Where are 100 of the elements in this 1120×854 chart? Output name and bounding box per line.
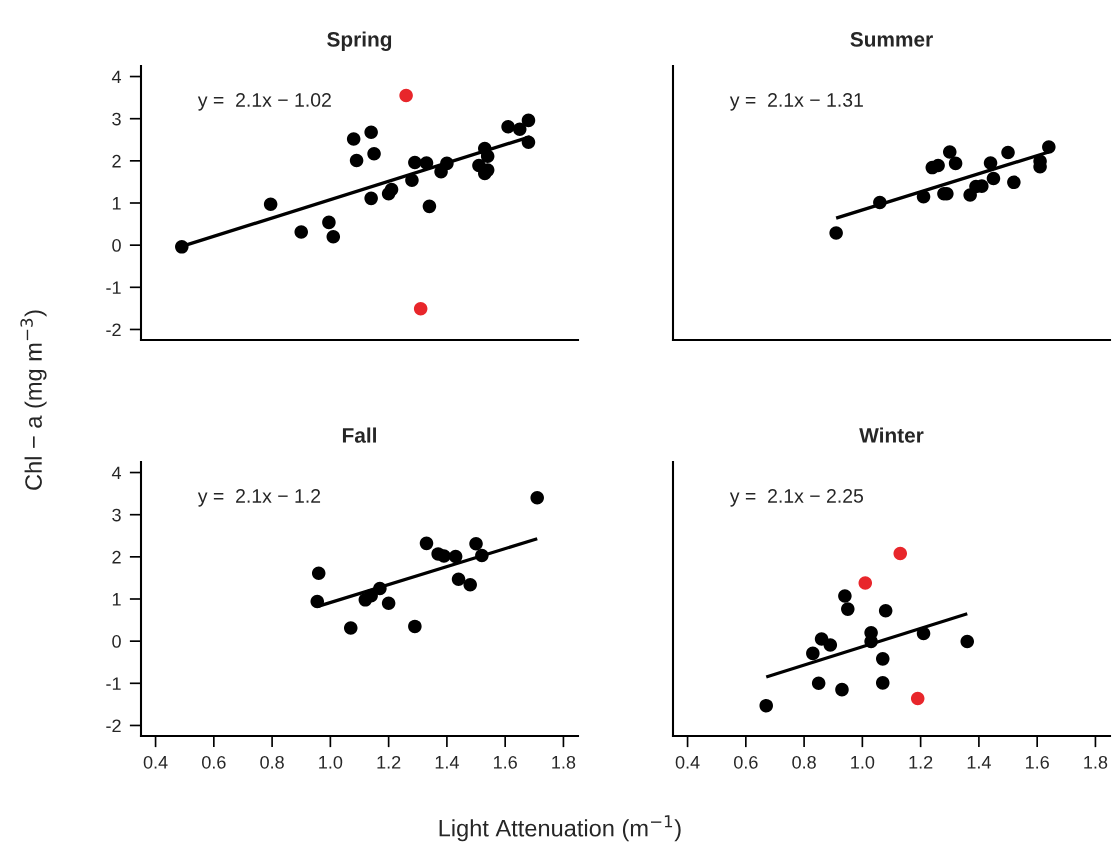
annotation: y = 2.1x − 2.25 [729, 489, 864, 507]
y-tick-label: 0 [112, 239, 121, 252]
point [419, 536, 434, 551]
x-axis-title: Light Attenuation (m$^{−1}$) [439, 815, 681, 842]
y-tick-label: 0 [112, 635, 121, 648]
point [893, 546, 908, 561]
y-tick-label: 4 [111, 70, 122, 84]
chart-title: Fall [342, 427, 376, 443]
point [440, 156, 454, 171]
point [873, 195, 887, 210]
x-tick-label: 1.4 [435, 756, 459, 769]
point [405, 173, 419, 188]
point [463, 577, 477, 592]
x-tick-label: 1.6 [493, 755, 517, 769]
x-tick-label: 1.6 [1025, 755, 1049, 769]
point [1001, 145, 1015, 160]
y-tick-label: 2 [112, 550, 121, 564]
chart-title: Summer [850, 32, 933, 47]
point [451, 572, 466, 586]
y-tick-label: 2 [112, 154, 121, 168]
point [419, 156, 434, 170]
x-tick-label: 0.8 [260, 755, 284, 769]
x-tick-label: 0.6 [201, 755, 226, 769]
point [521, 135, 536, 150]
point [916, 626, 931, 641]
point [841, 602, 855, 616]
point [806, 646, 820, 661]
point [1042, 140, 1056, 154]
point [823, 638, 838, 652]
point [480, 149, 495, 163]
point [875, 652, 890, 666]
point [960, 634, 975, 649]
y-tick-label: 1 [112, 593, 121, 606]
x-tick-label: 1.2 [909, 755, 933, 769]
point [829, 226, 843, 240]
point [530, 491, 544, 505]
point [838, 589, 852, 603]
point [367, 146, 381, 161]
point [381, 596, 396, 610]
point [1007, 175, 1021, 190]
point [346, 132, 361, 146]
y-tick-label: -1 [106, 677, 121, 690]
y-tick-label: 4 [111, 466, 122, 480]
point [986, 171, 1001, 186]
point [326, 229, 341, 244]
point [343, 621, 358, 635]
point [364, 125, 378, 139]
point [759, 698, 773, 713]
annotation: y = 2.1x − 1.2 [197, 489, 321, 507]
point [408, 155, 422, 170]
x-tick-label: 1.8 [552, 755, 576, 769]
point [294, 225, 308, 239]
chart-title: Spring [327, 31, 392, 51]
point [910, 691, 925, 706]
annotation: y = 2.1x − 1.02 [197, 93, 331, 111]
point [448, 549, 463, 564]
point [811, 676, 826, 691]
point [408, 619, 422, 634]
point [512, 122, 527, 136]
point [364, 191, 378, 206]
annotation: y = 2.1x − 1.31 [729, 93, 863, 111]
point [322, 215, 336, 230]
y-tick-label: 1 [112, 197, 121, 210]
point [399, 88, 413, 103]
point [501, 119, 515, 134]
point [437, 549, 451, 563]
y-tick-label: -1 [106, 281, 121, 294]
y-tick-label: -2 [106, 323, 121, 336]
point [413, 302, 428, 316]
point [381, 186, 396, 201]
point [875, 676, 890, 690]
x-tick-label: 1.4 [967, 756, 991, 769]
point [422, 199, 437, 214]
x-tick-label: 0.4 [143, 755, 168, 769]
point [310, 594, 325, 609]
point [931, 158, 945, 173]
point [521, 113, 536, 128]
point [475, 548, 489, 563]
chart-title: Winter [859, 427, 924, 443]
point [364, 588, 378, 603]
point [983, 156, 998, 170]
y-tick-label: -2 [106, 719, 121, 732]
point [175, 240, 189, 254]
point [858, 576, 873, 590]
point [878, 604, 893, 618]
point [948, 156, 963, 171]
x-tick-label: 1.8 [1084, 755, 1108, 769]
x-tick-label: 0.8 [792, 755, 816, 769]
x-tick-label: 0.4 [675, 755, 700, 769]
point [469, 537, 483, 551]
point [349, 153, 364, 168]
y-tick-label: 3 [112, 112, 121, 126]
x-tick-label: 1.2 [377, 755, 401, 769]
x-tick-label: 0.6 [733, 755, 758, 769]
point [311, 566, 326, 581]
x-tick-label: 1.0 [851, 755, 875, 769]
point [916, 189, 931, 204]
y-tick-label: 3 [112, 508, 121, 522]
point [263, 197, 278, 212]
point [835, 682, 849, 697]
